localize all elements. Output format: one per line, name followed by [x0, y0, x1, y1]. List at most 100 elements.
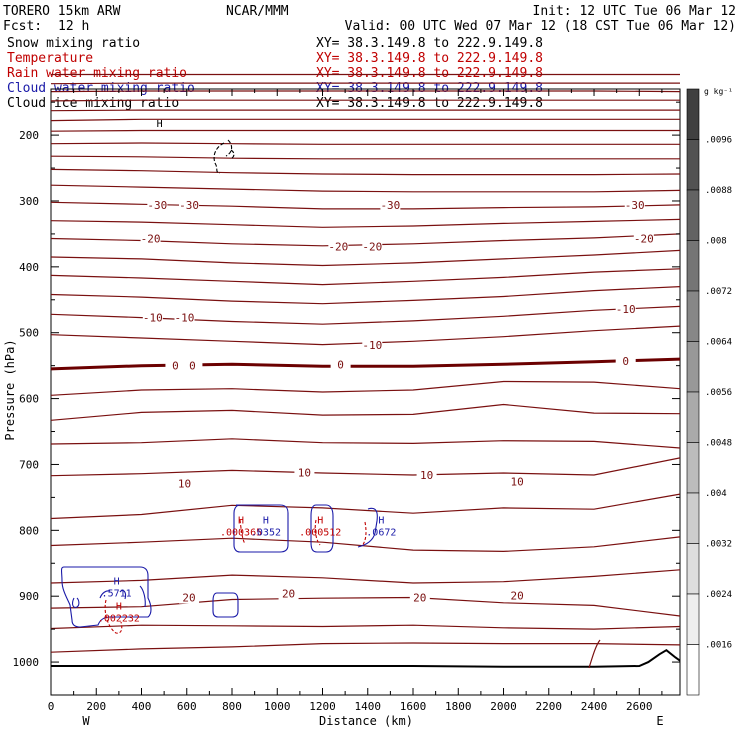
isotherm-label-bg	[615, 355, 636, 368]
isotherm-label: -30	[179, 199, 199, 212]
isotherm-line	[50, 218, 681, 228]
colorbar-swatch	[686, 240, 700, 292]
field-name: Snow mixing ratio	[7, 36, 140, 51]
isotherm-line	[50, 457, 681, 477]
x-tick-label: 0	[48, 700, 55, 713]
isotherm-line	[50, 493, 681, 520]
isotherm-label: 0	[189, 360, 196, 373]
endpoint-left: W	[82, 714, 90, 728]
y-tick-label: 300	[19, 195, 39, 208]
x-tick-label: 1400	[355, 700, 382, 713]
isotherm-line	[50, 82, 680, 85]
isotherm-line	[50, 201, 681, 210]
mixing-ratio-contour	[233, 504, 289, 553]
extremum-marker: H	[116, 601, 122, 612]
init-time: Init: 12 UTC Tue 06 Mar 12	[533, 4, 737, 19]
isotherm-line	[50, 99, 680, 102]
field-xy-range: XY= 38.3.149.8 to 222.9.149.8	[316, 36, 543, 51]
y-tick-label: 800	[19, 524, 39, 537]
x-tick-label: 2200	[536, 700, 563, 713]
isotherm-label: 20	[282, 588, 295, 601]
isotherm-label: -30	[625, 199, 645, 212]
field-xy-range: XY= 38.3.149.8 to 222.9.149.8	[316, 51, 543, 66]
colorbar-swatch	[686, 391, 700, 443]
colorbar-swatch	[686, 189, 700, 241]
isotherm-label: 10	[420, 469, 433, 482]
mixing-ratio-contour	[99, 590, 111, 599]
isotherm-line	[50, 129, 680, 132]
x-tick-label: 2600	[626, 700, 653, 713]
mixing-ratio-contour	[72, 597, 80, 608]
isotherm-label-bg	[174, 477, 195, 490]
isotherm-label-bg	[278, 587, 299, 600]
isotherm-lines	[50, 73, 681, 653]
mixing-ratio-contour	[119, 589, 127, 600]
extremum-marker: H	[238, 516, 244, 527]
fcst-value: 12 h	[58, 19, 89, 34]
snow-max-marker: H	[157, 119, 163, 130]
x-tick-label: 1600	[400, 700, 427, 713]
colorbar-tick-label: .0024	[705, 590, 732, 600]
valid-time: Valid: 00 UTC Wed 07 Mar 12 (18 CST Tue …	[345, 19, 736, 34]
extremum-value: .002232	[98, 613, 140, 624]
colorbar-tick-label: .0048	[705, 439, 732, 449]
isotherm-line	[50, 142, 680, 145]
isotherm-label-bg	[182, 359, 203, 372]
isotherm-label-bg	[165, 359, 186, 372]
isotherm-label-bg	[147, 198, 168, 211]
mixing-ratio-contour	[361, 521, 367, 547]
colorbar-swatch	[686, 543, 700, 595]
mixing-ratio-contour	[239, 519, 246, 545]
isotherm-label: -10	[616, 303, 636, 316]
extremum-marker: H	[317, 516, 323, 527]
mixing-ratio-contour	[213, 142, 225, 174]
isotherm-label-bg	[294, 466, 315, 479]
extremum-marker: H	[114, 576, 120, 587]
extremum-value: .0352	[251, 528, 281, 539]
isotherm-label: 10	[298, 466, 311, 479]
isotherm-label: 0	[622, 355, 629, 368]
isotherm-label: -30	[147, 199, 167, 212]
colorbar-tick-label: .0096	[705, 136, 732, 146]
isotherm-line	[50, 357, 681, 371]
colorbar-tick-label: .0088	[705, 186, 732, 196]
isotherm-label-bg	[328, 240, 349, 253]
isotherm-label: -20	[328, 240, 348, 253]
extremum-value: .000512	[299, 528, 341, 539]
x-tick-label: 800	[222, 700, 242, 713]
colorbar-swatch	[686, 593, 700, 645]
isotherm-line	[50, 624, 681, 630]
isotherm-label: -30	[380, 199, 400, 212]
field-name: Rain water mixing ratio	[7, 66, 187, 81]
colorbar-tick-label: .0056	[705, 388, 732, 398]
x-axis: 0 200 400 600 800 1000 1200 1400 1600 1800 2000 220…	[48, 89, 663, 713]
isotherm-line	[50, 569, 681, 584]
plot-frame	[50, 88, 681, 696]
extremum-value: .000365	[220, 528, 262, 539]
isotherm-line	[50, 90, 681, 93]
colorbar-swatch	[686, 88, 700, 140]
y-tick-label: 200	[19, 129, 39, 142]
x-axis-label: Distance (km)	[319, 714, 413, 728]
plot-area: -30 -30 -30 -30-20-20 -20-20-10 -10-10-100 0 0 0…	[13, 73, 681, 713]
isotherm-surface-spur	[588, 639, 601, 669]
isotherm-label-bg	[362, 240, 383, 253]
isotherm-line	[50, 184, 681, 193]
x-tick-label: 600	[177, 700, 197, 713]
extremum-marker: H	[263, 516, 269, 527]
terrain-surface	[51, 648, 681, 668]
isotherm-line	[50, 286, 681, 305]
colorbar-swatch	[686, 644, 700, 696]
isotherm-line	[50, 155, 680, 160]
field-name: Temperature	[7, 51, 93, 66]
isotherm-label: 20	[510, 590, 523, 603]
extremum-value: .5711	[102, 588, 132, 599]
y-tick-label: 500	[19, 327, 39, 340]
isotherm-line	[50, 403, 681, 421]
x-tick-label: 2400	[581, 700, 608, 713]
x-tick-label: 200	[86, 700, 106, 713]
isotherm-label: -10	[362, 339, 382, 352]
mixing-ratio-contours	[60, 139, 378, 634]
isotherm-line	[50, 642, 681, 653]
colorbar-swatch	[686, 341, 700, 393]
